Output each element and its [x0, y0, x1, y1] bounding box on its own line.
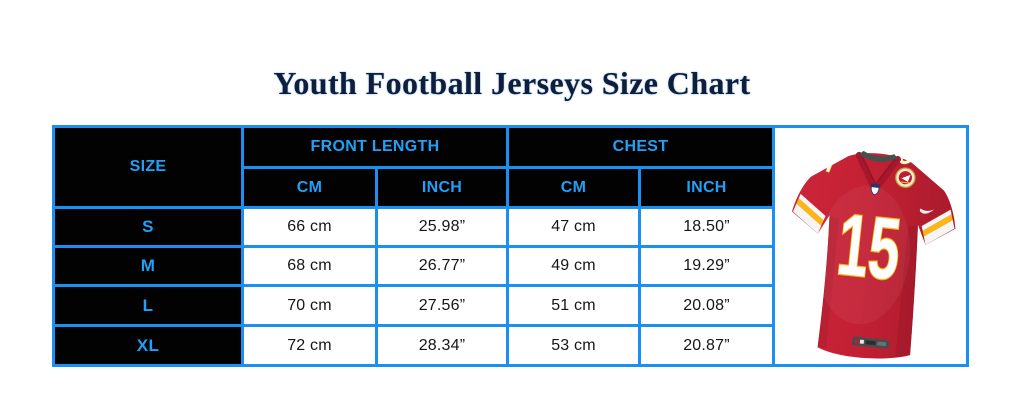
cell-s-chest-inch: 18.50”: [641, 209, 772, 245]
cell-xl-front-inch: 28.34”: [378, 327, 506, 364]
nfl-shield-logo: [870, 183, 880, 196]
cell-m-chest-inch: 19.29”: [641, 248, 772, 284]
size-cell-s: S: [55, 209, 241, 245]
column-header-chest-cm: CM: [509, 169, 638, 206]
jersey-photo-cell: 15 15: [775, 128, 966, 364]
cell-s-front-inch: 25.98”: [378, 209, 506, 245]
column-group-chest: CHEST: [509, 128, 772, 166]
team-patch-logo: [894, 167, 916, 188]
sleeve-stripe-white: [921, 209, 952, 231]
size-chart-table: SIZE FRONT LENGTH CHEST CM INCH CM INCH …: [55, 128, 966, 364]
sleeve-stripe-gold: [922, 214, 953, 237]
cell-xl-front-cm: 72 cm: [244, 327, 375, 364]
cell-s-chest-cm: 47 cm: [509, 209, 638, 245]
size-cell-xl: XL: [55, 327, 241, 364]
sleeve-stripe-white: [792, 203, 821, 234]
inner-collar: [858, 150, 898, 162]
size-chart-board: SIZE FRONT LENGTH CHEST CM INCH CM INCH …: [52, 125, 969, 367]
cell-l-chest-cm: 51 cm: [509, 287, 638, 324]
column-header-front-cm: CM: [244, 169, 375, 206]
chest-number: 15: [833, 196, 905, 299]
swoosh-icon: [919, 208, 934, 214]
jersey-body: [791, 153, 955, 359]
size-cell-l: L: [55, 287, 241, 324]
column-header-front-inch: INCH: [378, 169, 506, 206]
jock-tag: [851, 336, 889, 349]
sleeve-stripe-gold: [795, 198, 824, 226]
column-header-size: SIZE: [55, 128, 241, 206]
cell-m-front-inch: 26.77”: [378, 248, 506, 284]
column-group-front-length: FRONT LENGTH: [244, 128, 506, 166]
cell-l-front-inch: 27.56”: [378, 287, 506, 324]
cell-l-front-cm: 70 cm: [244, 287, 375, 324]
sleeve-stripe-white: [923, 219, 954, 245]
cell-m-front-cm: 68 cm: [244, 248, 375, 284]
sleeve-stripe-white: [798, 193, 826, 221]
size-cell-m: M: [55, 248, 241, 284]
cell-l-chest-inch: 20.08”: [641, 287, 772, 324]
cell-xl-chest-inch: 20.87”: [641, 327, 772, 364]
jersey-image: 15 15: [791, 145, 955, 360]
column-header-chest-inch: INCH: [641, 169, 772, 206]
page-title: Youth Football Jerseys Size Chart: [273, 65, 751, 102]
cell-xl-chest-cm: 53 cm: [509, 327, 638, 364]
cell-m-chest-cm: 49 cm: [509, 248, 638, 284]
cell-s-front-cm: 66 cm: [244, 209, 375, 245]
